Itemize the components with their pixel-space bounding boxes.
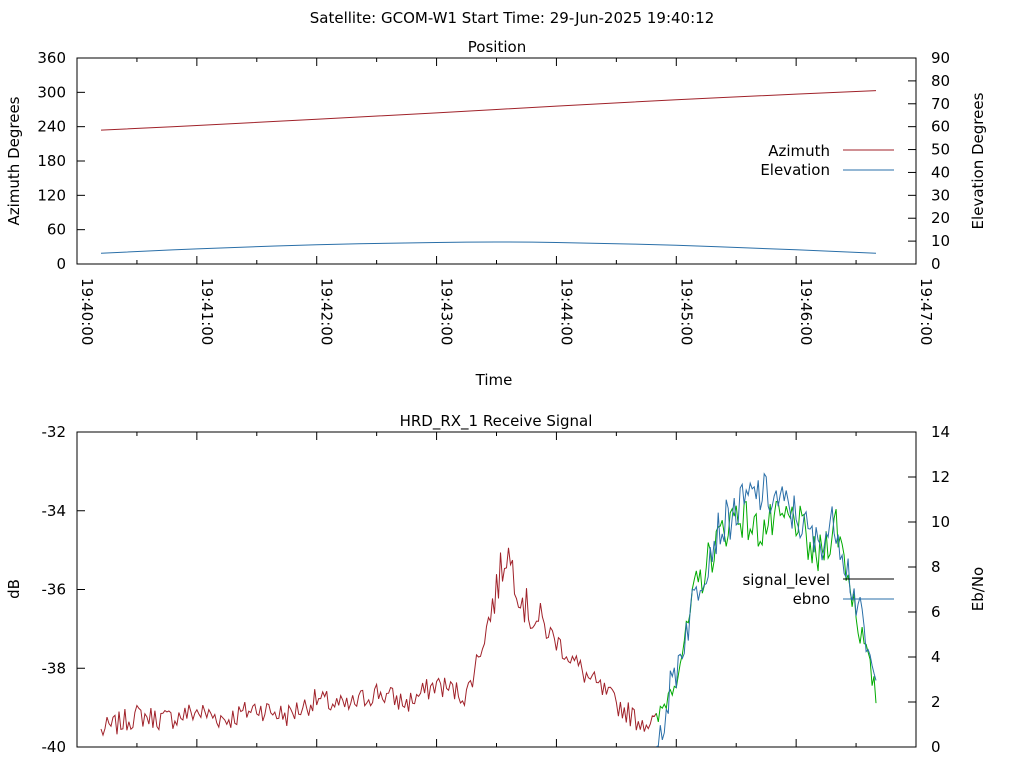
y-tick-label: 120 (37, 186, 66, 204)
x-tick-label: 19:44:00 (557, 278, 575, 345)
y-tick-label: 360 (37, 49, 66, 67)
y2-tick-label: 80 (931, 72, 950, 90)
position-legend: Azimuth Elevation (760, 142, 894, 179)
y-tick-label: -34 (42, 502, 67, 520)
y2-tick-label: 4 (931, 648, 941, 666)
y2-tick-label: 10 (931, 232, 950, 250)
y2-tick-label: 0 (931, 255, 941, 273)
y2-tick-label: 50 (931, 141, 950, 159)
azimuth-line (100, 90, 877, 131)
y2-tick-label: 70 (931, 95, 950, 113)
y2-tick-label: 40 (931, 163, 950, 181)
y2-tick-label: 20 (931, 209, 950, 227)
position-x-ticks: 19:40:00 19:41:00 19:42:00 19:43:00 19:44:00… (76, 58, 935, 345)
y2-tick-label: 60 (931, 118, 950, 136)
y2-tick-label: 30 (931, 186, 950, 204)
x-tick-label: 19:41:00 (198, 278, 216, 345)
receive-signal-plot: HRD_RX_1 Receive Signal -32-34-36-38-40 … (5, 412, 987, 756)
legend-label-ebno: ebno (793, 590, 830, 608)
y2-tick-label: 90 (931, 49, 950, 67)
x-tick-label: 19:40:00 (78, 278, 96, 345)
ebno-trace (656, 472, 877, 748)
receive-signal-title: HRD_RX_1 Receive Signal (400, 412, 593, 431)
y-tick-label: 0 (56, 255, 66, 273)
signal-level-trace-low (100, 547, 657, 737)
legend-label-azimuth: Azimuth (768, 142, 830, 160)
y-tick-label: 300 (37, 83, 66, 101)
receive-signal-y2-ticks: 0 2 4 6 8 10 12 14 (908, 423, 950, 756)
x-tick-label: 19:45:00 (677, 278, 695, 345)
position-y2label: Elevation Degrees (969, 92, 987, 229)
chart-header-title: Satellite: GCOM-W1 Start Time: 29-Jun-20… (310, 9, 715, 27)
position-series (100, 90, 877, 254)
receive-signal-y-ticks: -32 -34 -36 -38 -40 (42, 423, 85, 756)
x-tick-label: 19:47:00 (917, 278, 935, 345)
position-ylabel: Azimuth Degrees (5, 96, 23, 225)
receive-signal-legend: signal_level ebno (742, 571, 894, 608)
y2-tick-label: 10 (931, 513, 950, 531)
receive-signal-ylabel: dB (5, 579, 23, 599)
receive-signal-y2label: Eb/No (969, 567, 987, 611)
y2-tick-label: 12 (931, 468, 950, 486)
y2-tick-label: 2 (931, 693, 941, 711)
y-tick-label: -32 (42, 423, 67, 441)
receive-signal-series (100, 472, 877, 748)
signal-level-trace-high (655, 500, 877, 723)
y-tick-label: 240 (37, 118, 66, 136)
y2-tick-label: 8 (931, 558, 941, 576)
y2-tick-label: 14 (931, 423, 950, 441)
position-y-ticks: 0 60 120 180 240 300 360 (37, 49, 85, 273)
y-tick-label: 60 (47, 221, 66, 239)
x-tick-label: 19:42:00 (318, 278, 336, 345)
elevation-line (100, 241, 877, 254)
legend-label-elevation: Elevation (760, 161, 830, 179)
x-tick-label: 19:46:00 (797, 278, 815, 345)
position-plot-title: Position (468, 38, 526, 56)
y-tick-label: -40 (42, 738, 67, 756)
y2-tick-label: 0 (931, 738, 941, 756)
receive-signal-x-ticks (76, 432, 917, 747)
legend-label-signal-level: signal_level (742, 571, 830, 590)
y-tick-label: -36 (42, 581, 67, 599)
y-tick-label: 180 (37, 152, 66, 170)
position-plot: Position 19:40:00 19:41:00 19:42:00 19:43:0… (5, 38, 987, 389)
y2-tick-label: 6 (931, 603, 941, 621)
receive-signal-frame (76, 431, 917, 748)
position-xlabel: Time (475, 371, 513, 389)
x-tick-label: 19:43:00 (438, 278, 456, 345)
y-tick-label: -38 (42, 659, 67, 677)
position-y2-ticks: 0 10 20 30 40 50 60 70 80 90 (908, 49, 950, 273)
